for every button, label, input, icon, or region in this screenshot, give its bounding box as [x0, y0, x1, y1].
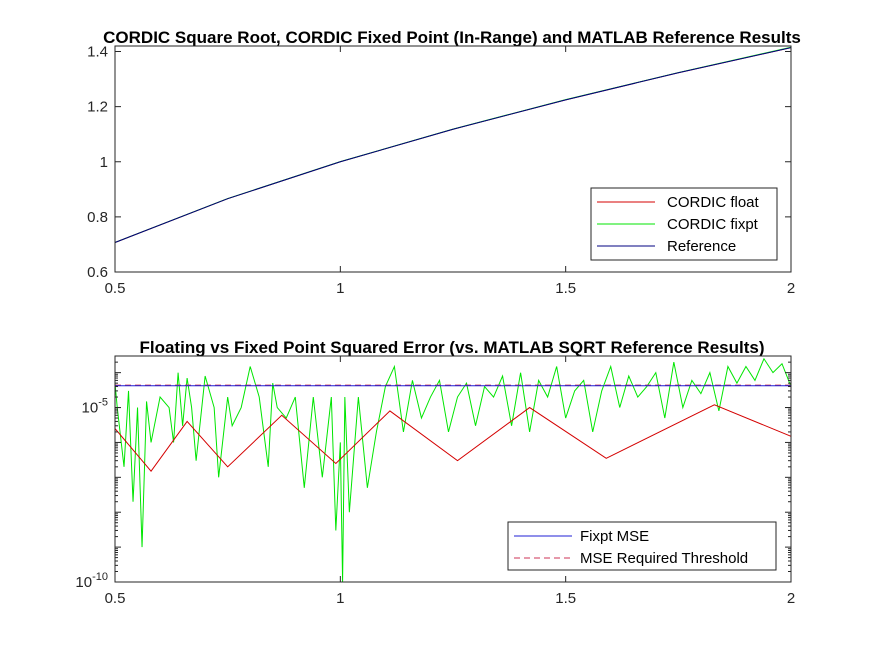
top-plot-ticks: 0.5 1 1.5 2 0.6 0.8 1 1.2 1.4	[87, 44, 795, 297]
bottom-plot-title: Floating vs Fixed Point Squared Error (v…	[139, 338, 764, 357]
legend-label-reference: Reference	[667, 238, 736, 255]
bottom-series-line-3	[114, 357, 792, 583]
bottom-plot: Floating vs Fixed Point Squared Error (v…	[75, 338, 795, 607]
bottom-plot-legend: Fixpt MSE MSE Required Threshold	[507, 521, 777, 571]
top-plot-series	[114, 46, 792, 243]
top-y-tick-label: 1	[100, 154, 108, 171]
bottom-x-tick-label: 1.5	[555, 590, 576, 607]
top-x-tick-label: 1	[336, 280, 344, 297]
top-series-reference	[114, 47, 792, 243]
legend-label-cordic-float: CORDIC float	[667, 194, 760, 211]
top-x-tick-label: 0.5	[105, 280, 126, 297]
top-x-tick-label: 1.5	[555, 280, 576, 297]
bottom-y-tick-label: 10-5	[82, 397, 108, 417]
bottom-legend-box	[507, 521, 777, 571]
bottom-x-tick-label: 1	[336, 590, 344, 607]
bottom-x-tick-label: 0.5	[105, 590, 126, 607]
bottom-series-line-2	[114, 404, 792, 472]
bottom-plot-ticks: 0.5 1 1.5 2 10-10 10-5	[75, 356, 795, 607]
top-y-tick-label: 0.8	[87, 209, 108, 226]
bottom-y-tick-label: 10-10	[75, 571, 108, 591]
top-y-tick-label: 1.2	[87, 99, 108, 116]
top-y-tick-label: 1.4	[87, 44, 108, 61]
top-plot: CORDIC Square Root, CORDIC Fixed Point (…	[87, 28, 801, 297]
top-y-tick-label: 0.6	[87, 264, 108, 281]
legend-label-cordic-fixpt: CORDIC fixpt	[667, 216, 759, 233]
bottom-plot-axes-box	[114, 355, 792, 583]
bottom-plot-series	[114, 357, 792, 583]
top-x-tick-label: 2	[787, 280, 795, 297]
bottom-x-tick-label: 2	[787, 590, 795, 607]
top-plot-legend: CORDIC float CORDIC fixpt Reference	[590, 187, 778, 261]
top-plot-title: CORDIC Square Root, CORDIC Fixed Point (…	[103, 28, 801, 47]
legend-label-mse-threshold: MSE Required Threshold	[580, 550, 748, 567]
legend-label-fixpt-mse: Fixpt MSE	[580, 528, 649, 545]
top-plot-axes-box	[114, 45, 792, 273]
